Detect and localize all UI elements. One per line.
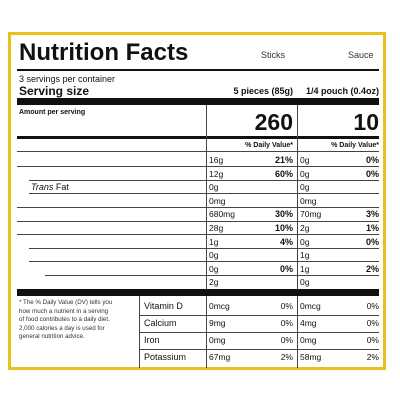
calories-sauce: 10 <box>353 109 379 135</box>
row-divider <box>17 166 379 168</box>
serving-size-sticks: 5 pieces (85g) <box>233 86 293 96</box>
vitamin-sauce-percent: 0% <box>366 301 379 311</box>
sauce-percent: 0% <box>365 155 379 165</box>
row-divider <box>29 193 379 195</box>
sauce-amount: 0mg <box>300 195 317 206</box>
sticks-amount: 16g <box>209 155 224 165</box>
vitamin-sauce-percent: 0% <box>366 318 379 328</box>
amount-per-serving: Amount per serving <box>19 109 86 116</box>
vitamin-sticks-percent: 0% <box>280 301 293 311</box>
sticks-amount: 0mg <box>209 195 226 206</box>
sticks-amount: 0g <box>209 263 219 274</box>
sticks-percent: 10% <box>274 223 293 233</box>
vitamin-sticks-percent: 0% <box>280 318 293 328</box>
calories-rule <box>17 136 379 139</box>
footnote-line: * The % Daily Value (DV) tells you <box>19 299 113 306</box>
sticks-amount: 1g <box>209 236 219 247</box>
sauce-percent: 1% <box>365 223 379 233</box>
sauce-amount: 0g <box>300 155 310 165</box>
sauce-amount: 0g <box>300 168 310 179</box>
vitamin-row-divider <box>139 348 379 350</box>
dv-rule <box>17 151 379 152</box>
dv-header-sauce: % Daily Value* <box>331 142 379 149</box>
serving-size-label: Serving size <box>19 84 90 98</box>
vitamin-name: Calcium <box>144 318 177 328</box>
row-divider <box>29 261 379 263</box>
footnote-line: 2,000 calories a day is used for <box>19 324 105 332</box>
label-title: Nutrition Facts <box>19 39 189 66</box>
sticks-amount: 2g <box>209 277 219 288</box>
sticks-percent: 30% <box>274 209 293 220</box>
vitamin-name: Potassium <box>144 352 187 362</box>
column-header-sauce: Sauce <box>348 50 374 60</box>
row-divider <box>17 234 379 236</box>
column-header-sticks: Sticks <box>261 50 286 60</box>
sticks-percent: 0% <box>279 263 293 274</box>
footnote: * The % Daily Value (DV) tells you how mu… <box>19 299 137 342</box>
vitamin-sticks-amount: 9mg <box>209 318 226 328</box>
sauce-amount: 0g <box>300 236 310 247</box>
vitamin-sticks-amount: 67mg <box>209 352 231 362</box>
vitamin-sauce-amount: 58mg <box>300 352 322 362</box>
sauce-amount: 0g <box>300 277 310 288</box>
row-divider <box>45 274 379 276</box>
serving-size-sauce: 1/4 pouch (0.4oz) <box>305 86 379 96</box>
sauce-percent: 0% <box>365 236 379 247</box>
sticks-amount: 12g <box>209 168 224 179</box>
sauce-percent: 3% <box>365 209 379 220</box>
nutrient-name-italic: Trans <box>31 182 54 193</box>
vitamin-sauce-percent: 0% <box>366 335 379 345</box>
sauce-amount: 2g <box>300 223 310 233</box>
footnote-line: general nutrition advice. <box>19 333 85 341</box>
protein-rule <box>17 289 379 296</box>
nutrient-name: Trans Fat <box>31 182 69 193</box>
sticks-amount: 28g <box>209 223 224 233</box>
sticks-amount: 0g <box>209 250 219 261</box>
vitamin-sauce-percent: 2% <box>366 352 379 362</box>
vitamin-row-divider <box>139 331 379 333</box>
calories-sticks: 260 <box>254 109 293 135</box>
vitamin-row-divider <box>139 314 379 316</box>
vitamin-name: Vitamin D <box>144 301 183 311</box>
sauce-amount: 1g <box>300 263 310 274</box>
row-divider <box>29 247 379 249</box>
servings-per-container: 3 servings per container <box>19 74 116 84</box>
row-divider <box>17 220 379 222</box>
vitamin-sauce-amount: 4mg <box>300 318 317 328</box>
sticks-percent: 21% <box>274 155 293 165</box>
footnote-line: how much a nutrient in a serving <box>19 307 109 315</box>
column-divider-left <box>206 105 207 293</box>
footnote-line: of food contributes to a daily diet. <box>19 316 110 324</box>
sticks-percent: 4% <box>279 236 293 247</box>
vitamin-sticks-amount: 0mg <box>209 335 226 345</box>
sticks-amount: 0g <box>209 182 219 193</box>
vitamin-sticks-amount: 0mcg <box>209 301 230 311</box>
sauce-amount: 0g <box>300 182 310 193</box>
vitamin-sauce-amount: 0mg <box>300 335 317 345</box>
sticks-percent: 60% <box>274 168 293 179</box>
serving-rule <box>17 98 379 105</box>
sauce-amount: 70mg <box>300 209 322 220</box>
vitamin-sticks-percent: 2% <box>280 352 293 362</box>
vitamin-sauce-amount: 0mcg <box>300 301 321 311</box>
sauce-percent: 2% <box>365 263 379 274</box>
sauce-amount: 1g <box>300 250 310 261</box>
row-divider <box>17 206 379 208</box>
sticks-amount: 680mg <box>209 209 235 220</box>
vitamin-name: Iron <box>144 335 160 345</box>
row-divider <box>29 179 379 181</box>
nutrition-facts-panel: Nutrition Facts Sticks Sauce 3 servings … <box>8 32 386 370</box>
column-divider-right <box>297 105 298 293</box>
dv-header-sticks: % Daily Value* <box>245 142 293 149</box>
sauce-percent: 0% <box>365 168 379 179</box>
vitamin-sticks-percent: 0% <box>280 335 293 345</box>
title-rule <box>17 69 379 71</box>
